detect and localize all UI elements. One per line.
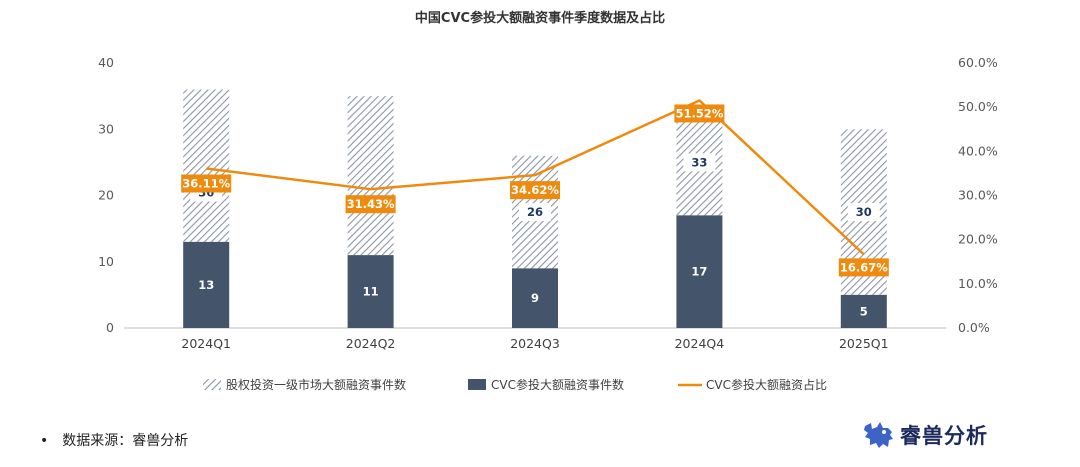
label-total-box (847, 203, 880, 222)
line-cvc-share (206, 99, 865, 256)
x-tick-label: 2024Q3 (510, 336, 560, 351)
source-text: 数据来源：睿兽分析 (62, 433, 189, 449)
label-share-box (345, 195, 396, 214)
bar-cvc-events (183, 241, 230, 328)
bar-cvc-events (840, 294, 887, 328)
axes-layer: 0 10 20 30 40 0.0% 10.0% 20.0% 30.0% 40.0% 50.0% 60… (98, 55, 998, 351)
legend-label-cvc: CVC参投大额融资事件数 (491, 377, 624, 392)
y-left-tick-label: 20 (98, 188, 114, 203)
label-cvc-events: 9 (531, 291, 539, 305)
bar-total-events (183, 89, 230, 242)
x-tick-label: 2025Q1 (839, 336, 889, 351)
label-total-box (683, 153, 716, 172)
label-cvc-share: 31.43% (347, 197, 395, 211)
label-cvc-events: 13 (198, 278, 214, 292)
label-share-box (674, 104, 725, 123)
label-cvc-share: 36.11% (182, 177, 230, 191)
bar-cvc-events (512, 268, 558, 328)
label-cvc-events: 11 (363, 285, 379, 299)
label-total-events: 30 (856, 205, 872, 219)
chart-svg: 中国CVC参投大额融资事件季度数据及占比 0 10 20 30 40 0.0% 10.0% 2… (98, 10, 998, 392)
y-right-tick-label: 0.0% (958, 320, 990, 335)
x-tick-label: 2024Q2 (346, 336, 396, 351)
brand-name: 睿兽分析 (900, 424, 988, 448)
label-cvc-share: 16.67% (840, 260, 888, 274)
label-total-events: 33 (691, 155, 707, 169)
y-left-tick-label: 30 (98, 121, 114, 136)
y-right-tick-label: 30.0% (958, 188, 998, 203)
bar-cvc-events (676, 215, 723, 328)
line-layer (206, 99, 865, 256)
x-tick-label: 2024Q4 (675, 336, 725, 351)
label-cvc-share: 34.62% (511, 183, 559, 197)
y-right-tick-label: 60.0% (958, 55, 998, 70)
label-cvc-events: 5 (860, 304, 868, 318)
label-cvc-events: 17 (691, 265, 707, 279)
bar-cvc-events (347, 255, 394, 328)
x-tick-label: 2024Q1 (181, 336, 231, 351)
label-share-box (510, 181, 560, 200)
y-left-tick-label: 0 (106, 320, 114, 335)
y-left-tick-label: 40 (98, 55, 114, 70)
label-share-box (838, 258, 889, 277)
legend-swatch-total (203, 379, 221, 390)
bars-layer (183, 89, 887, 328)
y-right-tick-label: 20.0% (958, 232, 998, 247)
y-left-tick-label: 10 (98, 254, 114, 269)
chart-title: 中国CVC参投大额融资事件季度数据及占比 (415, 10, 665, 26)
label-cvc-share: 51.52% (675, 106, 723, 120)
bar-total-events (347, 96, 394, 256)
label-total-box (519, 203, 551, 222)
brand-logo: 睿兽分析 (862, 420, 988, 450)
label-share-box (181, 174, 232, 193)
legend-swatch-cvc (468, 379, 486, 390)
legend-label-share: CVC参投大额融资占比 (706, 377, 827, 392)
legend-label-total: 股权投资一级市场大额融资事件数 (226, 377, 406, 392)
y-right-tick-label: 50.0% (958, 99, 998, 114)
legend: 股权投资一级市场大额融资事件数 CVC参投大额融资事件数 CVC参投大额融资占比 (203, 377, 827, 392)
bullet-dot: • (40, 433, 49, 449)
y-right-tick-label: 40.0% (958, 143, 998, 158)
data-source-note: • 数据来源：睿兽分析 (40, 430, 188, 450)
labels-layer: 133636.11%1131.43%92634.62%173351.52%530… (181, 104, 889, 318)
label-total-events: 26 (527, 205, 543, 219)
beast-logo-icon (864, 422, 893, 448)
y-right-tick-label: 10.0% (958, 276, 998, 291)
